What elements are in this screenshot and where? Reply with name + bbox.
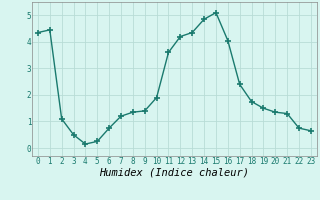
X-axis label: Humidex (Indice chaleur): Humidex (Indice chaleur) <box>100 167 249 177</box>
